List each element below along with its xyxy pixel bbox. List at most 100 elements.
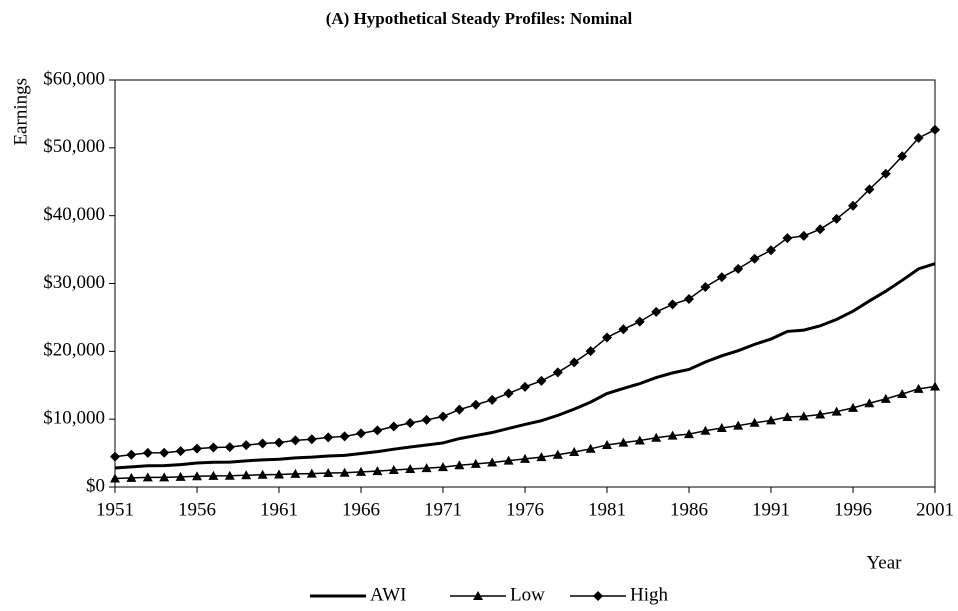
marker-diamond xyxy=(421,414,432,425)
marker-diamond xyxy=(733,263,744,274)
y-tick-label: $60,000 xyxy=(43,68,105,89)
marker-triangle xyxy=(224,470,235,480)
marker-triangle xyxy=(897,388,908,398)
marker-triangle xyxy=(487,457,498,467)
marker-diamond xyxy=(274,437,284,448)
marker-triangle xyxy=(634,435,645,445)
marker-diamond xyxy=(503,388,514,399)
marker-diamond xyxy=(339,431,350,442)
marker-diamond xyxy=(192,443,202,454)
marker-triangle xyxy=(848,402,858,412)
x-tick-label: 1996 xyxy=(834,499,872,520)
marker-diamond xyxy=(651,306,662,317)
marker-triangle xyxy=(700,425,711,435)
y-tick-label: $40,000 xyxy=(43,204,105,225)
legend-label: AWI xyxy=(370,584,406,605)
marker-diamond xyxy=(438,411,448,422)
marker-diamond xyxy=(388,421,399,432)
y-tick-label: $30,000 xyxy=(43,272,105,293)
marker-diamond xyxy=(766,245,776,256)
marker-diamond xyxy=(602,332,612,343)
marker-diamond xyxy=(306,434,317,445)
marker-triangle xyxy=(569,446,580,456)
marker-triangle xyxy=(208,470,219,480)
marker-triangle xyxy=(651,432,662,442)
marker-triangle xyxy=(306,468,317,478)
marker-triangle xyxy=(241,470,252,480)
marker-triangle xyxy=(159,472,170,482)
marker-diamond xyxy=(782,233,793,244)
marker-triangle xyxy=(782,411,793,421)
marker-diamond xyxy=(815,224,826,235)
marker-triangle xyxy=(749,417,760,427)
x-tick-label: 1971 xyxy=(424,499,462,520)
marker-triangle xyxy=(913,383,924,393)
marker-triangle xyxy=(192,471,202,481)
marker-triangle xyxy=(110,473,120,483)
marker-triangle xyxy=(798,411,809,421)
marker-triangle xyxy=(126,472,137,482)
marker-diamond xyxy=(159,447,170,458)
marker-diamond xyxy=(864,184,875,195)
x-tick-label: 1991 xyxy=(752,499,790,520)
marker-triangle xyxy=(356,466,366,476)
marker-diamond xyxy=(831,213,842,224)
marker-diamond xyxy=(667,299,678,310)
marker-triangle xyxy=(716,422,727,432)
marker-triangle xyxy=(473,591,483,600)
x-tick-label: 1961 xyxy=(260,499,298,520)
marker-diamond xyxy=(487,394,498,405)
marker-diamond xyxy=(224,442,235,453)
marker-triangle xyxy=(323,468,334,478)
marker-diamond xyxy=(618,324,629,335)
marker-triangle xyxy=(454,460,465,470)
marker-triangle xyxy=(290,468,301,478)
legend-label: Low xyxy=(510,584,545,605)
marker-triangle xyxy=(602,439,612,449)
marker-triangle xyxy=(520,453,530,463)
marker-diamond xyxy=(848,200,858,211)
series-line xyxy=(114,129,936,458)
marker-diamond xyxy=(880,168,891,179)
marker-triangle xyxy=(585,443,596,453)
marker-triangle xyxy=(880,393,891,403)
x-tick-label: 1966 xyxy=(342,499,380,520)
marker-diamond xyxy=(142,447,153,458)
marker-diamond xyxy=(454,404,465,415)
marker-triangle xyxy=(864,398,875,408)
marker-triangle xyxy=(733,420,744,430)
marker-triangle xyxy=(388,464,399,474)
marker-diamond xyxy=(241,440,252,451)
marker-diamond xyxy=(126,449,137,460)
marker-diamond xyxy=(323,432,334,443)
x-tick-label: 1976 xyxy=(506,499,544,520)
x-axis-label: Year xyxy=(866,552,902,573)
marker-diamond xyxy=(585,346,596,357)
marker-triangle xyxy=(684,429,694,439)
x-tick-label: 2001 xyxy=(916,499,954,520)
y-tick-label: $50,000 xyxy=(43,136,105,157)
marker-triangle xyxy=(438,462,448,472)
marker-diamond xyxy=(208,442,219,453)
marker-diamond xyxy=(290,435,301,446)
marker-diamond xyxy=(470,399,481,410)
marker-diamond xyxy=(593,591,603,601)
marker-diamond xyxy=(175,446,186,457)
marker-diamond xyxy=(356,428,366,439)
marker-triangle xyxy=(339,467,350,477)
y-tick-label: $10,000 xyxy=(43,408,105,429)
marker-triangle xyxy=(372,466,383,476)
marker-triangle xyxy=(831,406,842,416)
marker-diamond xyxy=(405,418,416,429)
x-tick-label: 1981 xyxy=(588,499,626,520)
marker-diamond xyxy=(569,357,580,368)
marker-diamond xyxy=(798,230,809,241)
marker-triangle xyxy=(175,471,186,481)
y-axis-label: Earnings xyxy=(10,78,31,146)
marker-triangle xyxy=(470,458,481,468)
marker-diamond xyxy=(634,316,645,327)
marker-diamond xyxy=(536,375,547,386)
marker-triangle xyxy=(552,449,563,459)
marker-triangle xyxy=(536,452,547,462)
marker-diamond xyxy=(700,282,711,293)
